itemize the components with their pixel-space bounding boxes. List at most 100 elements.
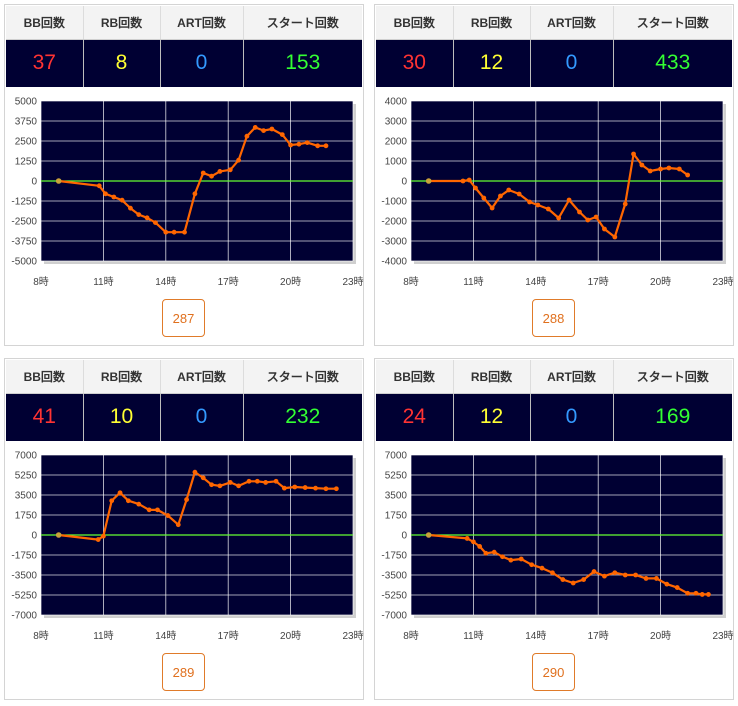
start-count-value: 153 xyxy=(243,39,362,87)
data-point xyxy=(560,577,566,582)
data-point xyxy=(273,478,279,484)
y-tick-label: -1000 xyxy=(381,197,407,208)
data-point xyxy=(508,557,514,563)
x-tick-label: 11時 xyxy=(93,630,113,642)
data-point xyxy=(498,193,503,199)
stats-table: BB回数 RB回数 ART回数 スタート回数 24 12 0 169 xyxy=(376,360,732,441)
data-point xyxy=(95,537,101,542)
start-count-header: スタート回数 xyxy=(613,6,732,40)
data-point xyxy=(182,229,187,235)
data-point xyxy=(631,151,636,157)
y-tick-label: -5250 xyxy=(11,591,37,602)
data-point xyxy=(591,569,597,574)
x-tick-label: 23時 xyxy=(342,276,363,288)
art-count-value: 0 xyxy=(530,39,614,87)
y-tick-label: -2500 xyxy=(11,217,37,228)
y-tick-label: -4000 xyxy=(381,257,407,268)
y-tick-label: 5000 xyxy=(15,97,38,108)
y-tick-label: 3750 xyxy=(15,117,38,128)
data-point xyxy=(109,498,115,504)
data-point xyxy=(163,229,169,235)
data-point xyxy=(155,507,160,513)
x-tick-label: 11時 xyxy=(93,276,113,288)
stats-table: BB回数 RB回数 ART回数 スタート回数 37 8 0 153 xyxy=(6,6,362,87)
y-tick-label: 3500 xyxy=(15,491,38,502)
data-point xyxy=(516,191,522,197)
data-point xyxy=(639,162,645,168)
data-point xyxy=(117,490,123,496)
data-point xyxy=(209,173,214,179)
data-point xyxy=(313,485,318,491)
y-tick-label: 1750 xyxy=(15,511,38,522)
machine-number-button[interactable]: 290 xyxy=(532,653,575,691)
y-tick-label: 7000 xyxy=(15,451,38,462)
data-point xyxy=(664,581,670,587)
data-point xyxy=(483,550,489,556)
data-point xyxy=(643,576,649,581)
data-point xyxy=(473,185,478,191)
start-count-value: 169 xyxy=(613,393,732,441)
data-point xyxy=(119,197,125,203)
data-point xyxy=(602,573,607,579)
y-tick-label: -7000 xyxy=(11,611,37,622)
y-tick-label: -5250 xyxy=(381,591,407,602)
y-tick-label: -3000 xyxy=(381,237,407,248)
data-point xyxy=(491,549,497,555)
data-point xyxy=(304,140,310,145)
data-point xyxy=(323,143,329,149)
data-point xyxy=(602,226,607,232)
data-point xyxy=(269,126,275,132)
data-point xyxy=(693,590,699,596)
x-tick-label: 17時 xyxy=(588,630,609,642)
start-count-value: 232 xyxy=(243,393,362,441)
data-point xyxy=(323,486,329,492)
x-tick-label: 20時 xyxy=(650,630,671,642)
data-point xyxy=(477,544,483,549)
rb-count-header: RB回数 xyxy=(83,360,161,394)
art-count-value: 0 xyxy=(160,393,244,441)
machine-number-button[interactable]: 287 xyxy=(162,299,205,337)
data-point xyxy=(103,191,108,197)
y-tick-label: 0 xyxy=(401,177,407,188)
data-point xyxy=(296,141,302,147)
data-point xyxy=(460,178,466,184)
data-point xyxy=(685,590,691,596)
data-point xyxy=(585,217,591,223)
machine-number-button[interactable]: 288 xyxy=(532,299,575,337)
y-tick-label: 4000 xyxy=(385,97,408,108)
data-point xyxy=(633,572,639,578)
rb-count-value: 8 xyxy=(83,39,161,87)
data-point xyxy=(244,133,250,139)
data-point xyxy=(227,480,233,485)
data-point xyxy=(96,183,102,189)
art-count-header: ART回数 xyxy=(530,6,614,40)
x-tick-label: 20時 xyxy=(280,630,301,642)
data-point xyxy=(302,485,308,490)
start-count-header: スタート回数 xyxy=(243,6,362,40)
data-point xyxy=(545,206,551,212)
machine-panel: BB回数 RB回数 ART回数 スタート回数 24 12 0 169 7000 5… xyxy=(374,358,734,700)
data-point xyxy=(654,576,659,581)
series-line xyxy=(428,533,709,596)
y-tick-label: 1750 xyxy=(385,511,408,522)
payout-chart: 4000 3000 2000 1000 0 -1000 -2000 -3000 -4000 8時 1… xyxy=(381,97,733,289)
x-tick-label: 23時 xyxy=(342,630,363,642)
data-point xyxy=(622,572,628,578)
y-tick-label: 3000 xyxy=(385,117,408,128)
data-point xyxy=(281,485,287,491)
data-point xyxy=(236,157,242,163)
machine-number-button[interactable]: 289 xyxy=(162,653,205,691)
data-point xyxy=(171,229,177,235)
bb-count-header: BB回数 xyxy=(6,360,84,394)
data-point xyxy=(489,205,495,211)
data-point xyxy=(184,497,190,502)
data-point xyxy=(136,212,142,217)
stats-table: BB回数 RB回数 ART回数 スタート回数 41 10 0 232 xyxy=(6,360,362,441)
data-point xyxy=(471,539,476,545)
x-tick-label: 8時 xyxy=(403,276,419,288)
y-tick-label: -2000 xyxy=(381,217,407,228)
data-point xyxy=(254,478,260,484)
bb-count-value: 24 xyxy=(376,393,454,441)
y-tick-label: 1250 xyxy=(15,157,38,168)
bb-count-value: 37 xyxy=(6,39,84,87)
